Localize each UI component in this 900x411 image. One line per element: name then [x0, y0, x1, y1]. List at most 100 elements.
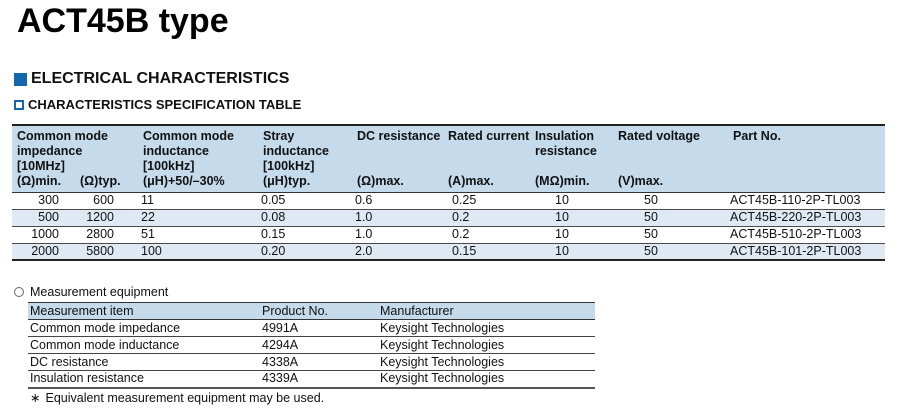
spec-cell: 0.15 [443, 243, 530, 260]
spec-cell: 300 [12, 192, 75, 210]
spec-cell: 100 [138, 243, 258, 260]
filled-square-icon [14, 72, 27, 86]
equipment-product-cell: 4294A [247, 336, 378, 354]
spec-cell: 51 [138, 226, 258, 244]
spec-cell-part-no: ACT45B-510-2P-TL003 [728, 226, 885, 244]
spec-cell: 0.2 [443, 226, 530, 244]
spec-unit-header: (V)max. [613, 174, 728, 193]
section-spec-table: CHARACTERISTICS SPECIFICATION TABLE [14, 97, 301, 112]
equipment-product-cell: 4338A [247, 353, 378, 371]
equipment-manufacturer-cell: Keysight Technologies [378, 336, 595, 354]
section-electrical-characteristics: ELECTRICAL CHARACTERISTICS [14, 70, 289, 88]
spec-col-header: Common mode inductance [138, 125, 258, 159]
spec-cell: 50 [613, 226, 728, 244]
spec-cell-part-no: ACT45B-220-2P-TL003 [728, 209, 885, 227]
spec-unit-header: (μH)+50/–30% [138, 174, 258, 193]
spec-col-header: Common mode impedance [12, 125, 138, 159]
measurement-equipment-heading: Measurement equipment [14, 285, 168, 299]
equipment-item-cell: DC resistance [28, 353, 247, 371]
spec-col-header: Rated current [443, 125, 530, 159]
spec-cell-part-no: ACT45B-101-2P-TL003 [728, 243, 885, 260]
spec-cell: 1200 [75, 209, 138, 227]
spec-cell: 1.0 [352, 209, 443, 227]
equipment-footnote: ∗ Equivalent measurement equipment may be… [30, 390, 324, 405]
spec-cell: 10 [530, 226, 613, 244]
spec-cell: 0.20 [258, 243, 352, 260]
spec-cell: 2800 [75, 226, 138, 244]
spec-cell: 500 [12, 209, 75, 227]
spec-col-header: Stray inductance [258, 125, 352, 159]
spec-header-units-row: (Ω)min. (Ω)typ. (μH)+50/–30% (μH)typ. (Ω… [12, 174, 885, 193]
equipment-col-header: Product No. [247, 302, 378, 320]
spec-freq-note: [10MHz] [12, 159, 138, 174]
spec-cell: 10 [530, 192, 613, 210]
spec-cell: 0.05 [258, 192, 352, 210]
equipment-header-row: Measurement item Product No. Manufacture… [28, 302, 595, 320]
spec-cell: 0.15 [258, 226, 352, 244]
equipment-item-cell: Common mode inductance [28, 336, 247, 354]
equipment-row: Common mode inductance 4294A Keysight Te… [28, 336, 595, 354]
spec-cell: 50 [613, 192, 728, 210]
equipment-row: Common mode impedance 4991A Keysight Tec… [28, 319, 595, 337]
equipment-row: Insulation resistance 4339A Keysight Tec… [28, 371, 595, 388]
equipment-item-cell: Insulation resistance [30, 371, 144, 386]
spec-cell: 2000 [12, 243, 75, 260]
spec-unit-header: (MΩ)min. [530, 174, 613, 193]
spec-cell: 0.25 [443, 192, 530, 210]
section-spec-table-label: CHARACTERISTICS SPECIFICATION TABLE [28, 97, 302, 112]
asterisk-icon: ∗ [30, 391, 41, 405]
measurement-equipment-label: Measurement equipment [30, 285, 169, 299]
spec-unit-header: (A)max. [443, 174, 530, 193]
page-title: ACT45B type [17, 2, 229, 40]
equipment-product-cell: 4991A [247, 319, 378, 337]
spec-cell-part-no: ACT45B-110-2P-TL003 [728, 192, 885, 210]
equipment-row: DC resistance 4338A Keysight Technologie… [28, 353, 595, 371]
spec-cell: 50 [613, 209, 728, 227]
spec-cell: 1000 [12, 226, 75, 244]
equipment-item-cell: Common mode impedance [28, 319, 247, 337]
spec-cell: 5800 [75, 243, 138, 260]
equipment-manufacturer-cell: Keysight Technologies [378, 319, 595, 337]
spec-cell: 600 [75, 192, 138, 210]
equipment-footnote-text: Equivalent measurement equipment may be … [45, 391, 325, 405]
spec-freq-note: [100kHz] [258, 159, 352, 174]
section-electrical-label: ELECTRICAL CHARACTERISTICS [31, 70, 290, 87]
equipment-product-cell: 4339A [262, 371, 299, 386]
spec-cell: 0.08 [258, 209, 352, 227]
spec-col-header: DC resistance [352, 125, 443, 159]
spec-unit-header: (Ω)typ. [75, 174, 138, 193]
spec-col-header: Part No. [728, 125, 885, 159]
spec-col-header: Rated voltage [613, 125, 728, 159]
spec-header-freq-row: [10MHz] [100kHz] [100kHz] [12, 159, 885, 174]
spec-cell: 22 [138, 209, 258, 227]
spec-header-names-row: Common mode impedance Common mode induct… [12, 125, 885, 159]
spec-table-row: 2000 5800 100 0.20 2.0 0.15 10 50 ACT45B… [12, 243, 885, 260]
spec-freq-spacer [352, 159, 885, 174]
spec-cell: 0.6 [352, 192, 443, 210]
equipment-manufacturer-cell: Keysight Technologies [380, 371, 505, 386]
spec-col-header: Insulation resistance [530, 125, 613, 159]
spec-freq-note: [100kHz] [138, 159, 258, 174]
spec-cell: 10 [530, 243, 613, 260]
spec-table-row: 500 1200 22 0.08 1.0 0.2 10 50 ACT45B-22… [12, 209, 885, 227]
open-square-icon [14, 99, 24, 110]
equipment-col-header: Measurement item [28, 302, 247, 320]
spec-unit-header: (Ω)max. [352, 174, 443, 193]
equipment-col-header: Manufacturer [378, 302, 595, 320]
spec-cell: 10 [530, 209, 613, 227]
spec-cell: 50 [613, 243, 728, 260]
spec-cell: 2.0 [352, 243, 443, 260]
measurement-equipment-table: Measurement item Product No. Manufacture… [28, 302, 595, 389]
spec-unit-header: (μH)typ. [258, 174, 352, 193]
spec-unit-spacer [728, 174, 885, 193]
spec-cell: 0.2 [443, 209, 530, 227]
spec-table-row: 1000 2800 51 0.15 1.0 0.2 10 50 ACT45B-5… [12, 226, 885, 244]
spec-cell: 1.0 [352, 226, 443, 244]
spec-cell: 11 [138, 192, 258, 210]
characteristics-spec-table: Common mode impedance Common mode induct… [12, 124, 885, 261]
circle-icon [14, 287, 24, 297]
equipment-manufacturer-cell: Keysight Technologies [378, 353, 595, 371]
spec-table-row: 300 600 11 0.05 0.6 0.25 10 50 ACT45B-11… [12, 192, 885, 210]
spec-unit-header: (Ω)min. [12, 174, 75, 193]
